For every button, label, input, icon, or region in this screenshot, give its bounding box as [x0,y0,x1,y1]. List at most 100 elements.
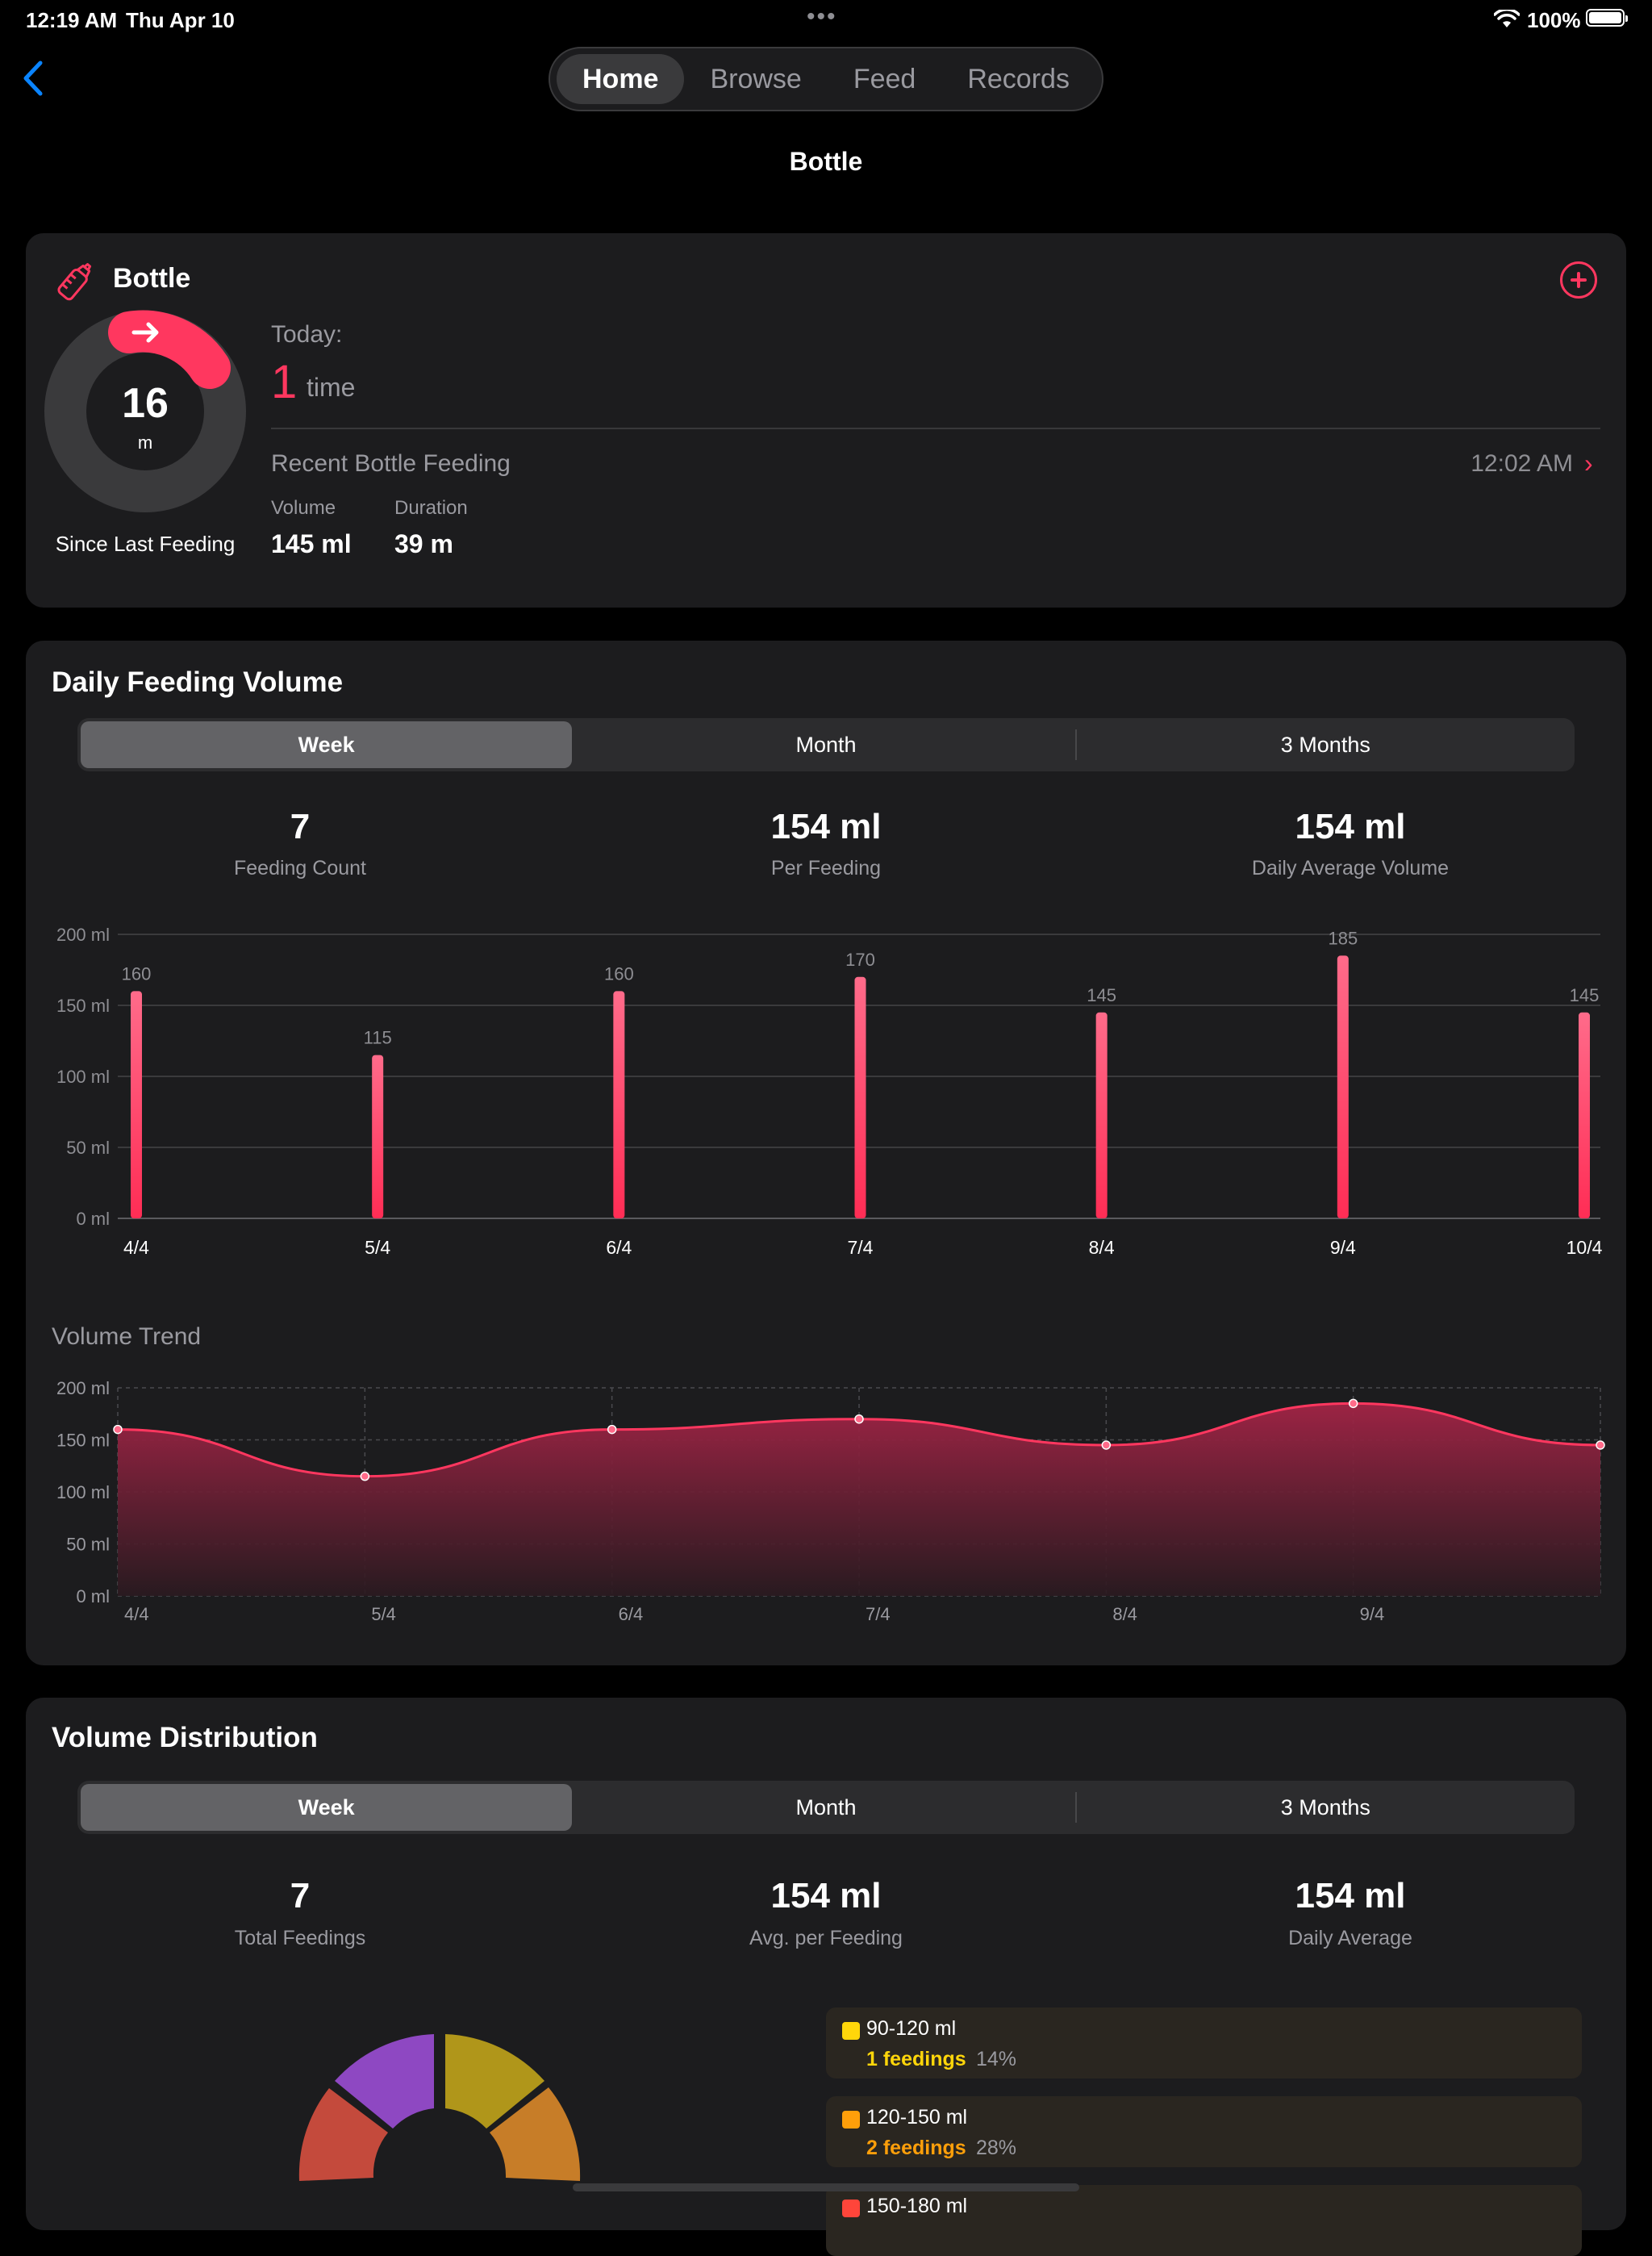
per-feeding-label: Per Feeding [770,857,882,879]
section-title: Volume Distribution [52,1722,318,1753]
segment-month[interactable]: Month [795,733,857,757]
legend-item[interactable]: 90-120 ml 1 feedings 14% [826,2007,1582,2078]
y-tick-label: 100 ml [56,1482,110,1502]
legend-swatch [842,2200,860,2217]
recent-feeding-label[interactable]: Recent Bottle Feeding [271,450,511,477]
legend-percent: 14% [976,2048,1017,2070]
battery-icon [1586,9,1628,27]
data-label: 115 [364,1028,392,1048]
trend-point [360,1471,370,1481]
volume-trend-area-chart: 0 ml 50 ml 100 ml 150 ml 200 ml 4/4 5/4 6/4 7/4 8… [56,1378,1605,1624]
bottle-icon [57,263,92,301]
arrow-right-icon [131,322,159,343]
duration-label: Duration [394,497,468,519]
trend-point [1596,1440,1605,1450]
total-feedings-label: Total Feedings [234,1927,366,1949]
donut-slice [335,2034,434,2129]
section-title: Daily Feeding Volume [52,666,344,698]
x-tick-label: 8/4 [1112,1604,1137,1624]
legend-item[interactable]: 120-150 ml 2 feedings 28% [826,2096,1582,2167]
legend-range: 150-180 ml [866,2195,968,2217]
data-label: 160 [604,963,634,984]
tab-home[interactable]: Home [557,54,685,104]
legend-count: 2 feedings [866,2137,966,2159]
donut-slice [490,2087,581,2181]
dist-daily-average-value: 154 ml [1295,1876,1406,1916]
x-tick-label: 7/4 [866,1604,891,1624]
segment-month[interactable]: Month [795,1795,857,1819]
time-since-value: 16 [122,380,169,427]
legend-swatch [842,2111,860,2129]
duration-value: 39 m [394,529,453,558]
daily-average-value: 154 ml [1295,807,1406,846]
multitasking-dots-icon[interactable]: ••• [807,3,837,30]
segment-3-months[interactable]: 3 Months [1280,733,1370,757]
volume-value: 145 ml [271,529,352,558]
x-tick-label: 8/4 [1089,1237,1115,1258]
top-tab-bar: Home Browse Feed Records [549,47,1103,111]
trend-point [854,1414,864,1424]
trend-area [118,1403,1600,1596]
tab-feed[interactable]: Feed [853,64,916,94]
time-since-unit: m [137,432,153,453]
dist-daily-average-label: Daily Average [1288,1927,1412,1949]
data-label: 160 [122,963,152,984]
bar [854,976,866,1218]
data-label: 170 [845,950,875,970]
legend-percent: 28% [976,2137,1017,2159]
page-title: Bottle [789,147,863,176]
y-tick-label: 0 ml [76,1586,110,1606]
y-tick-label: 100 ml [56,1067,110,1087]
legend-range: 90-120 ml [866,2017,957,2040]
legend-swatch [842,2022,860,2040]
y-tick-label: 0 ml [76,1209,110,1229]
home-indicator[interactable] [573,2183,1079,2191]
bar [1579,1012,1590,1218]
status-time: 12:19 AM [26,8,118,32]
y-tick-label: 50 ml [66,1535,110,1555]
volume-period-selector: Week Month 3 Months [77,718,1575,771]
time-since-caption: Since Last Feeding [55,532,236,556]
recent-feeding-time[interactable]: 12:02 AM [1471,450,1573,477]
daily-average-label: Daily Average Volume [1251,857,1450,879]
trend-point [1348,1398,1358,1409]
feeding-count-label: Feeding Count [233,857,366,879]
tab-browse[interactable]: Browse [710,64,802,94]
avg-per-feeding-value: 154 ml [770,1876,882,1916]
donut-slice [445,2034,544,2129]
per-feeding-value: 154 ml [770,807,882,846]
bar [613,991,625,1218]
bar [1337,955,1349,1218]
avg-per-feeding-label: Avg. per Feeding [749,1927,903,1949]
segment-3-months[interactable]: 3 Months [1280,1795,1370,1819]
x-tick-label: 7/4 [848,1237,874,1258]
time-since-ring [44,310,246,512]
legend-range: 120-150 ml [866,2106,968,2129]
data-label: 145 [1087,985,1116,1005]
back-chevron-icon[interactable] [18,58,50,98]
chevron-right-icon[interactable]: › [1584,449,1593,478]
bottle-card-title: Bottle [113,263,191,294]
daily-volume-bar-chart: 0 ml 50 ml 100 ml 150 ml 200 ml 160 4/4 115 5/4 1… [56,925,1603,1258]
segment-week[interactable]: Week [81,1784,573,1831]
x-tick-label: 4/4 [123,1237,149,1258]
y-tick-label: 150 ml [56,996,110,1016]
segment-divider [1074,1792,1077,1823]
divider [271,428,1600,429]
y-tick-label: 150 ml [56,1431,110,1451]
y-tick-label: 200 ml [56,1378,110,1398]
status-date: Thu Apr 10 [126,8,235,32]
bottle-summary-card [26,233,1626,608]
legend-item[interactable]: 150-180 ml [826,2185,1582,2256]
tab-records[interactable]: Records [967,64,1070,94]
feeding-count-value: 7 [290,807,311,846]
today-label: Today: [271,321,343,348]
today-count: 1 [271,356,298,408]
data-label: 185 [1328,928,1358,948]
add-feeding-button[interactable] [1560,261,1597,299]
x-tick-label: 5/4 [371,1604,396,1624]
segment-week[interactable]: Week [81,721,573,768]
donut-slice [298,2088,388,2181]
battery-percent: 100% [1527,8,1581,32]
volume-label: Volume [271,497,336,519]
